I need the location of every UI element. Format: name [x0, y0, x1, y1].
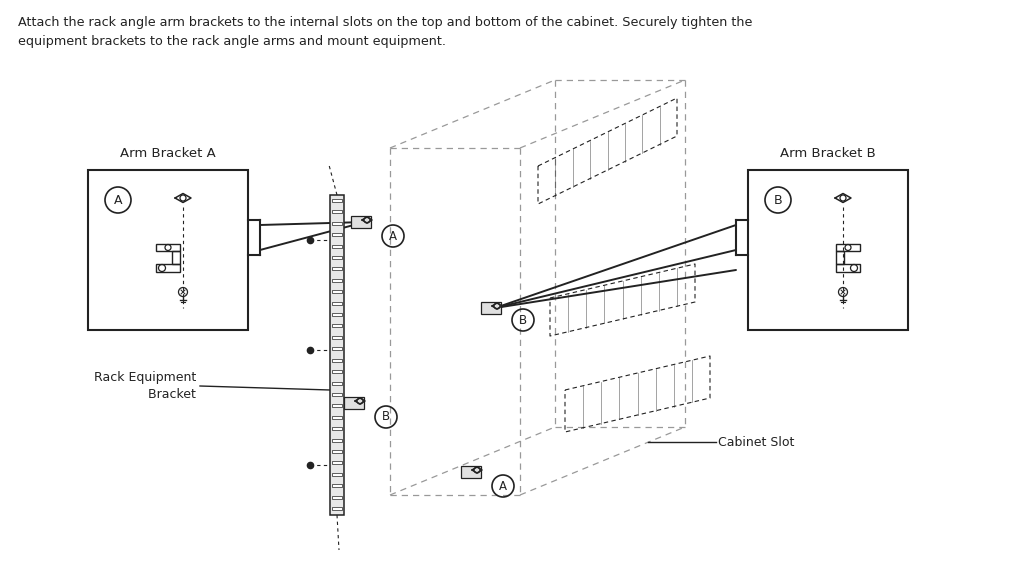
Bar	[332, 393, 342, 396]
Bar	[461, 466, 481, 478]
Bar	[332, 336, 342, 339]
Bar	[332, 222, 342, 225]
Bar	[332, 427, 342, 430]
Bar	[332, 381, 342, 384]
Bar	[332, 290, 342, 293]
Text: A: A	[389, 230, 397, 242]
Bar	[351, 216, 371, 228]
Bar	[332, 496, 342, 499]
Bar	[332, 268, 342, 271]
Bar	[332, 233, 342, 236]
Bar	[332, 439, 342, 441]
Bar	[344, 397, 364, 409]
Text: A: A	[499, 479, 507, 493]
Text: A: A	[114, 193, 122, 207]
Text: B: B	[519, 313, 527, 327]
Bar	[332, 279, 342, 282]
Bar	[332, 416, 342, 419]
Bar	[332, 370, 342, 373]
Bar	[332, 484, 342, 487]
Bar	[332, 347, 342, 350]
Text: Arm Bracket B: Arm Bracket B	[780, 147, 876, 160]
Text: Cabinet Slot: Cabinet Slot	[718, 436, 795, 448]
Bar	[332, 256, 342, 259]
Bar	[332, 359, 342, 362]
Bar	[88, 170, 248, 330]
Bar	[332, 473, 342, 476]
Bar	[332, 302, 342, 305]
Text: B: B	[382, 410, 390, 424]
Text: B: B	[774, 193, 782, 207]
Bar	[332, 245, 342, 248]
Bar	[332, 324, 342, 328]
Bar	[332, 450, 342, 453]
Bar	[332, 507, 342, 510]
Text: Attach the rack angle arm brackets to the internal slots on the top and bottom o: Attach the rack angle arm brackets to th…	[18, 16, 753, 48]
Bar	[332, 199, 342, 202]
Bar	[748, 170, 908, 330]
Text: Arm Bracket A: Arm Bracket A	[120, 147, 216, 160]
Bar	[332, 404, 342, 407]
Bar	[332, 313, 342, 316]
Bar	[332, 211, 342, 213]
Bar	[481, 302, 501, 314]
Bar	[330, 195, 344, 515]
Bar	[332, 462, 342, 464]
Text: Rack Equipment
      Bracket: Rack Equipment Bracket	[94, 370, 196, 402]
